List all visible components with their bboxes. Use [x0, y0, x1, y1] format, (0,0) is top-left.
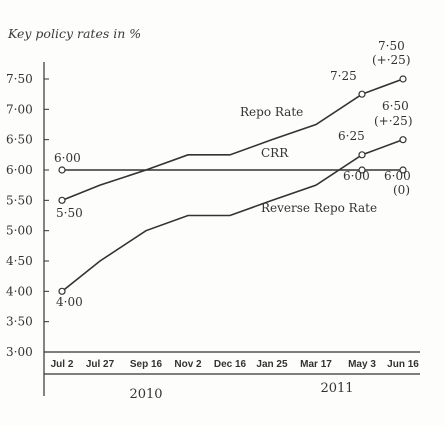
x-tick-label: Jun 16	[387, 359, 419, 370]
x-tick-label: Jan 25	[256, 359, 288, 370]
data-label: 6·00	[54, 151, 81, 165]
y-tick-label: 4·00	[6, 284, 33, 298]
data-point	[358, 90, 366, 98]
data-point	[58, 166, 66, 174]
y-tick-label: 3·50	[6, 315, 33, 329]
y-tick-label: 4·50	[6, 254, 33, 268]
y-tick-label: 7·50	[6, 72, 33, 86]
x-tick-label: Mar 17	[300, 359, 332, 370]
data-label: (+·25)	[372, 53, 411, 67]
x-tick-label: Sep 16	[130, 359, 163, 370]
data-point	[58, 287, 66, 295]
y-tick-label: 6·50	[6, 133, 33, 147]
series-line	[61, 138, 404, 292]
series-label: Reverse Repo Rate	[261, 201, 377, 215]
data-label: (+·25)	[374, 114, 413, 128]
x-tick-label: Jul 2	[51, 359, 74, 370]
series-label: CRR	[261, 146, 289, 160]
data-point	[358, 166, 366, 174]
data-point	[399, 75, 407, 83]
data-point	[399, 166, 407, 174]
data-point	[358, 151, 366, 159]
y-tick-label: 5·50	[6, 193, 33, 207]
data-point	[58, 196, 66, 204]
x-tick-label: Jul 27	[86, 359, 115, 370]
y-tick-label: 6·00	[6, 163, 33, 177]
y-tick-label: 5·00	[6, 224, 33, 238]
y-tick-label: 3·00	[6, 345, 33, 359]
data-label: 7·25	[330, 69, 357, 83]
data-label: 4·00	[56, 295, 83, 309]
year-label-2010: 2010	[129, 387, 162, 402]
data-point	[399, 136, 407, 144]
chart-title: Key policy rates in %	[8, 26, 142, 41]
data-label: 7·50	[378, 39, 405, 53]
y-tick-label: 7·00	[6, 102, 33, 116]
data-label: 6·50	[382, 99, 409, 113]
x-tick-label: Dec 16	[214, 359, 247, 370]
x-tick-label: Nov 2	[174, 359, 202, 370]
data-label: (0)	[393, 183, 410, 197]
year-label-2011: 2011	[320, 381, 353, 396]
data-label: 5·50	[56, 206, 83, 220]
series-label: Repo Rate	[240, 105, 303, 119]
data-label: 6·25	[338, 129, 365, 143]
data-label: 6·00	[384, 169, 411, 183]
x-tick-label: May 3	[348, 359, 376, 370]
data-label: 6·00	[343, 169, 370, 183]
series-line	[61, 78, 404, 202]
